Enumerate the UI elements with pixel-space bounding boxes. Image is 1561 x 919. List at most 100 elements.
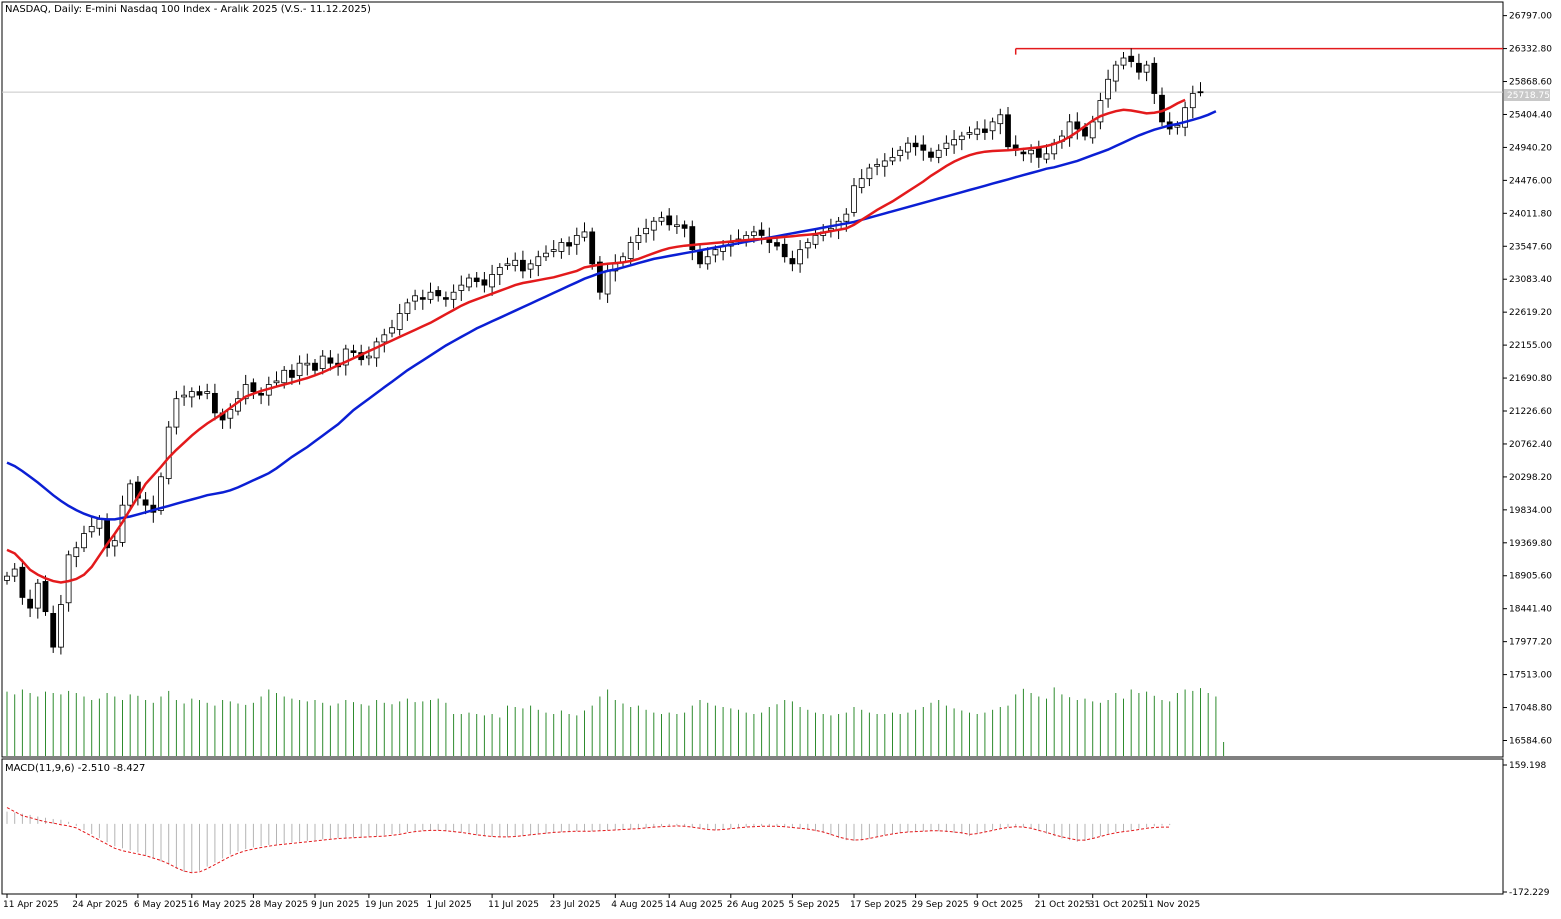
candle: [974, 121, 981, 141]
candle: [81, 525, 87, 553]
candle-body: [450, 291, 457, 300]
candle: [327, 350, 334, 371]
macd-tick-label: -172.229: [1509, 888, 1550, 898]
candle: [697, 243, 703, 269]
candle-body: [96, 518, 103, 529]
candle: [1136, 53, 1142, 80]
candle-body: [342, 348, 349, 366]
candle: [1189, 85, 1196, 119]
candle: [350, 344, 357, 357]
candle: [50, 605, 57, 653]
time-tick-label: 9 Oct 2025: [973, 900, 1023, 910]
price-tick-label: 22619.20: [1509, 308, 1552, 318]
candle: [835, 216, 842, 240]
time-axis[interactable]: 11 Apr 2025 24 Apr 2025 6 May 2025 16 May 2…: [3, 894, 1200, 910]
candle: [681, 220, 688, 238]
candle: [527, 259, 534, 279]
candle: [1105, 69, 1111, 108]
candle: [381, 328, 388, 353]
candle: [597, 256, 603, 300]
time-tick-label: 11 Apr 2025: [3, 900, 59, 910]
candle-body: [1005, 114, 1011, 148]
price-tick-label: 17513.00: [1509, 671, 1552, 681]
candle-body: [635, 235, 642, 243]
candle-body: [535, 256, 542, 267]
candle-body: [1136, 62, 1142, 73]
candle-body: [489, 274, 496, 288]
candle: [496, 263, 503, 285]
candle: [627, 236, 634, 265]
candle-body: [566, 242, 572, 247]
candle: [566, 236, 572, 256]
candle-body: [50, 613, 57, 648]
candle: [1074, 112, 1081, 140]
candle-body: [211, 392, 218, 414]
candle-body: [905, 142, 911, 153]
candle: [874, 158, 880, 176]
candle: [304, 353, 311, 376]
candle: [4, 571, 10, 585]
candle-body: [712, 249, 719, 256]
price-tick-label: 20762.40: [1509, 440, 1552, 450]
price-tick-label: 24476.00: [1509, 176, 1552, 186]
candle-body: [1112, 64, 1119, 82]
candle: [466, 273, 472, 292]
candle: [620, 252, 626, 267]
candle: [851, 177, 857, 217]
time-tick-label: 24 Apr 2025: [72, 900, 128, 910]
candle: [535, 250, 542, 277]
candle-body: [843, 213, 850, 222]
candle: [27, 589, 34, 618]
candle-body: [874, 164, 880, 167]
candle-body: [435, 290, 442, 297]
price-tick-label: 16584.60: [1509, 736, 1552, 746]
time-tick-label: 11 Nov 2025: [1143, 900, 1201, 910]
candle: [1166, 112, 1173, 135]
candle-body: [1197, 91, 1204, 94]
candle: [442, 291, 449, 307]
candle-body: [674, 224, 680, 227]
time-tick-label: 9 Jun 2025: [311, 900, 359, 910]
candle-body: [1043, 153, 1050, 160]
candle-body: [1105, 78, 1111, 100]
candle-body: [543, 252, 549, 258]
candle: [188, 387, 195, 408]
price-tick-label: 19834.00: [1509, 506, 1552, 516]
candle-body: [897, 149, 904, 156]
candle-body: [288, 369, 295, 378]
candle-body: [142, 499, 149, 506]
candle-body: [1074, 121, 1081, 130]
candle: [920, 135, 927, 161]
candle-body: [658, 217, 665, 222]
candle-body: [958, 135, 965, 141]
candle: [489, 264, 496, 296]
candlesticks[interactable]: [4, 48, 1204, 655]
candle-body: [974, 128, 981, 135]
price-axis[interactable]: 26797.00 26332.80 25868.60 25404.40 24940.20…: [1503, 12, 1552, 898]
candle: [558, 238, 565, 259]
candle: [1043, 144, 1050, 164]
candle-body: [412, 295, 419, 302]
candle-body: [982, 128, 988, 133]
candle-body: [912, 142, 919, 148]
price-tick-label: 23547.60: [1509, 242, 1552, 252]
main-plot-frame: [1, 1, 1504, 758]
candle-body: [304, 362, 311, 366]
candle: [1182, 101, 1188, 137]
candle: [173, 390, 180, 435]
time-tick-label: 14 Aug 2025: [665, 900, 723, 910]
candle-body: [165, 426, 172, 479]
candle-body: [27, 598, 34, 609]
candle-body: [1089, 121, 1096, 139]
candle: [543, 245, 549, 262]
price-tick-label: 25404.40: [1509, 110, 1552, 120]
price-tick-label: 17048.80: [1509, 704, 1552, 714]
candle-body: [581, 231, 588, 238]
time-tick-label: 4 Aug 2025: [611, 900, 663, 910]
candle: [635, 227, 642, 250]
candle: [982, 119, 988, 140]
candle-body: [389, 327, 395, 334]
candle: [589, 227, 596, 270]
